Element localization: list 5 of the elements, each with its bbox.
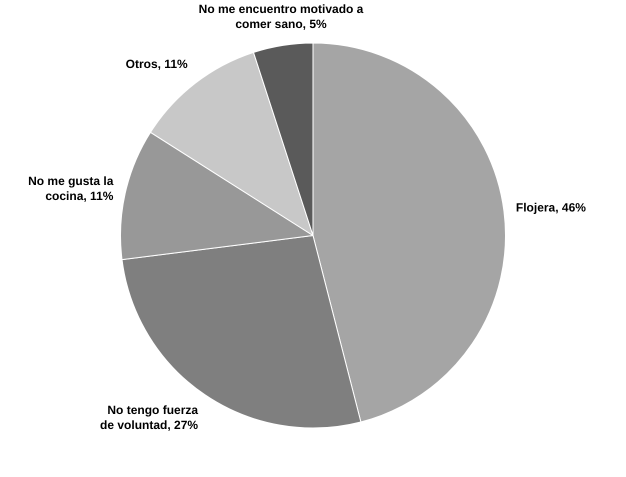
slice-label: No tengo fuerza de voluntad, 27% bbox=[100, 402, 198, 432]
slice-label: Otros, 11% bbox=[126, 57, 188, 72]
slice-label: No me gusta la cocina, 11% bbox=[28, 174, 114, 204]
slice-label: Flojera, 46% bbox=[516, 200, 586, 215]
slice-label: No me encuentro motivado a comer sano, 5% bbox=[198, 2, 364, 31]
